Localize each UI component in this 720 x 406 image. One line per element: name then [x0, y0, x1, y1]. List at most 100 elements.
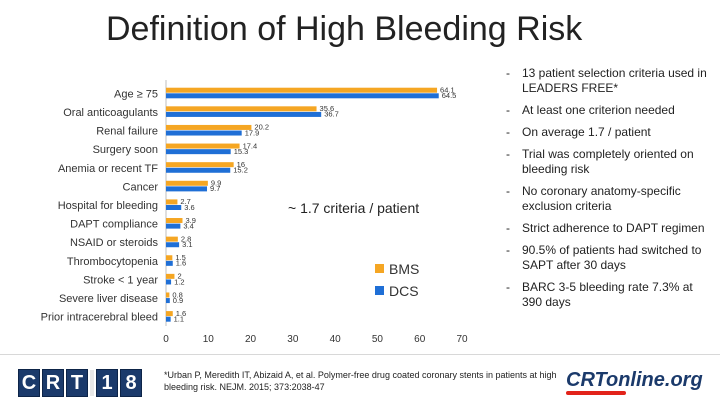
data-label: 0.9: [173, 296, 183, 305]
bullet-text: Strict adherence to DAPT regimen: [522, 221, 705, 235]
bullet-marker: -: [506, 125, 510, 139]
category-label: Stroke < 1 year: [83, 274, 158, 286]
bar-dcs: [166, 223, 181, 229]
crt-logo-letter: 1: [96, 369, 118, 397]
x-tick-label: 20: [245, 334, 257, 345]
legend-label: BMS: [389, 261, 419, 277]
crt-logo-letter: 8: [120, 369, 142, 397]
bullet-item: - BARC 3-5 bleeding rate 7.3% at 390 days: [506, 280, 716, 310]
data-label: 3.1: [182, 240, 192, 249]
bar-dcs: [166, 242, 180, 248]
bullet-marker: -: [506, 147, 510, 161]
crt18-logo: C R T 1 8: [18, 369, 142, 397]
data-label: 1.6: [176, 309, 186, 318]
bullet-item: - Strict adherence to DAPT regimen: [506, 221, 716, 236]
bar-dcs: [166, 93, 439, 99]
category-label: Age ≥ 75: [114, 88, 158, 100]
bar-bms: [166, 180, 208, 186]
data-label: 3.4: [183, 221, 193, 230]
x-tick-label: 40: [330, 334, 342, 345]
crtonline-logo-swoosh: [566, 391, 626, 395]
bar-bms: [166, 199, 178, 205]
citation-footnote: *Urban P, Meredith IT, Abizaid A, et al.…: [164, 370, 557, 392]
bar-dcs: [166, 279, 172, 285]
bar-bms: [166, 236, 178, 242]
category-label: Surgery soon: [93, 144, 158, 156]
category-label: Anemia or recent TF: [58, 163, 158, 175]
bar-bms: [166, 273, 175, 279]
bullet-text: Trial was completely oriented on bleedin…: [522, 147, 694, 176]
bar-dcs: [166, 205, 182, 210]
bar-bms: [166, 255, 173, 261]
bar-dcs: [166, 130, 242, 136]
bar-dcs: [166, 149, 231, 155]
bullet-item: - On average 1.7 / patient: [506, 125, 716, 140]
data-label: 2.8: [181, 234, 191, 243]
data-label: 15.2: [233, 166, 248, 175]
legend-label: DCS: [389, 283, 419, 299]
category-label: Hospital for bleeding: [58, 200, 158, 212]
data-label: 35.6: [320, 104, 335, 113]
data-label: 2: [177, 272, 181, 281]
bullet-list: -13 patient selection criteria used in L…: [506, 66, 716, 317]
crt-logo-letter: R: [42, 369, 64, 397]
bar-dcs: [166, 167, 231, 173]
bar-dcs: [166, 316, 171, 322]
bullet-text: BARC 3-5 bleeding rate 7.3% at 390 days: [522, 280, 693, 309]
x-tick-label: 10: [203, 334, 215, 345]
bar-bms: [166, 162, 234, 168]
data-label: 2.7: [180, 197, 190, 206]
bar-dcs: [166, 186, 208, 192]
x-tick-label: 50: [372, 334, 384, 345]
crt-logo-letter: T: [66, 369, 88, 397]
data-label: 64.5: [442, 91, 457, 100]
crtonline-logo: CRTonline.org: [566, 369, 703, 391]
footer: C R T 1 8 *Urban P, Meredith IT, Abizaid…: [0, 354, 720, 406]
bullet-item: - At least one criterion needed: [506, 103, 716, 118]
bullet-item: - No coronary anatomy-specific exclusion …: [506, 184, 716, 214]
data-label: 16: [237, 160, 245, 169]
bullet-marker: -: [506, 280, 510, 294]
data-label: 9.9: [211, 179, 221, 188]
bar-bms: [166, 292, 170, 298]
bullet-text: On average 1.7 / patient: [522, 125, 651, 139]
category-label: Renal failure: [96, 126, 158, 138]
category-label: Prior intracerebral bleed: [41, 312, 158, 324]
category-label: Cancer: [123, 181, 159, 193]
category-label: Oral anticoagulants: [63, 107, 158, 119]
category-label: Severe liver disease: [59, 293, 158, 305]
x-tick-label: 70: [456, 334, 468, 345]
category-label: NSAID or steroids: [70, 237, 159, 249]
data-label: 17.4: [243, 141, 258, 150]
data-label: 1.6: [176, 259, 186, 268]
bullet-text: 90.5% of patients had switched to SAPT a…: [522, 243, 702, 272]
data-label: 20.2: [254, 123, 269, 132]
data-label: 1.2: [174, 277, 184, 286]
data-label: 64.1: [440, 86, 455, 95]
x-tick-label: 0: [163, 334, 169, 345]
bullet-marker: -: [506, 184, 510, 198]
crt-logo-letter: C: [18, 369, 40, 397]
bullet-text: 13 patient selection criteria used in LE…: [522, 66, 707, 95]
bar-bms: [166, 87, 438, 93]
bar-bms: [166, 124, 252, 130]
bullet-marker: -: [506, 243, 510, 257]
bullet-item: -90.5% of patients had switched to SAPT …: [506, 243, 716, 273]
data-label: 36.7: [324, 110, 339, 119]
data-label: 3.9: [185, 216, 195, 225]
bullet-text: At least one criterion needed: [522, 103, 675, 117]
category-label: Thrombocytopenia: [67, 256, 159, 268]
average-criteria-annotation: ~ 1.7 criteria / patient: [288, 200, 420, 216]
data-label: 0.8: [172, 290, 182, 299]
bullet-marker: -: [506, 103, 510, 117]
data-label: 3.6: [184, 203, 194, 212]
bar-bms: [166, 218, 183, 224]
data-label: 17.9: [245, 128, 260, 137]
bar-dcs: [166, 111, 322, 117]
x-tick-label: 30: [287, 334, 299, 345]
data-label: 15.3: [234, 147, 249, 156]
bullet-marker: -: [506, 221, 510, 235]
data-label: 1.1: [174, 314, 184, 323]
bar-dcs: [166, 298, 170, 304]
